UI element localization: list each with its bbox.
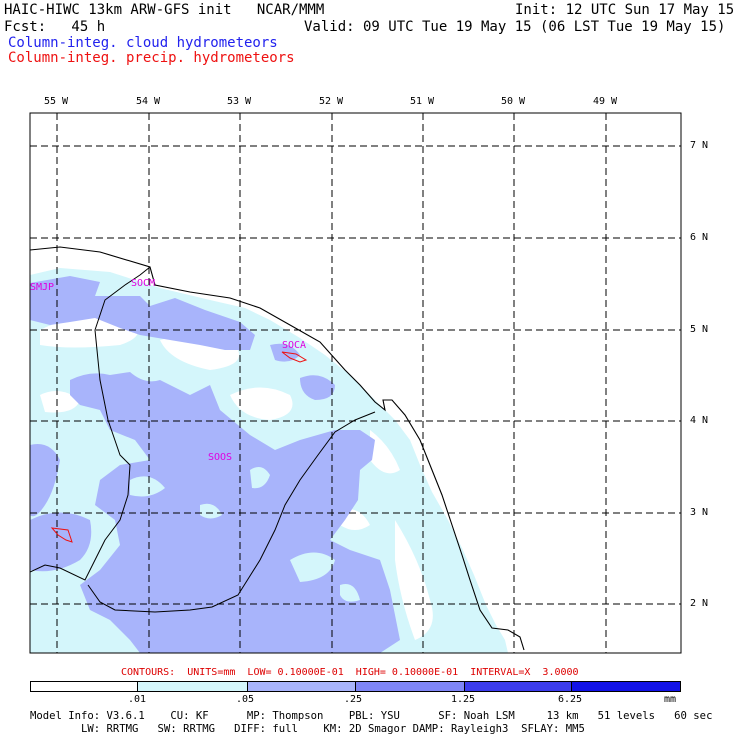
clear-patch xyxy=(290,552,335,582)
lon-label: 55 W xyxy=(44,96,69,107)
country-border xyxy=(30,266,376,613)
cloud-shading-medium xyxy=(30,276,255,350)
lat-label: 3 N xyxy=(690,507,709,518)
clear-patch xyxy=(340,584,360,602)
station-label: SOCM xyxy=(131,278,156,289)
cloud-shading-medium xyxy=(30,512,92,572)
precip-contour xyxy=(281,351,308,363)
lat-label: 7 N xyxy=(690,140,709,151)
colorbar-swatch xyxy=(247,681,356,692)
colorbar-swatch xyxy=(571,681,681,692)
colorbar-units: mm xyxy=(664,694,677,705)
colorbar-swatch xyxy=(355,681,465,692)
forecast-hour: Fcst: 45 h xyxy=(4,19,106,35)
lon-label: 51 W xyxy=(410,96,435,107)
clear-patch xyxy=(40,391,80,413)
cloud-shading-medium xyxy=(30,444,60,517)
lon-label: 54 W xyxy=(136,96,161,107)
colorbar-swatch xyxy=(137,681,248,692)
cloud-shading-medium xyxy=(300,375,335,400)
lat-lon-grid xyxy=(30,113,681,653)
clear-patch xyxy=(230,387,293,420)
init-time: Init: 12 UTC Sun 17 May 15 xyxy=(515,2,735,18)
clear-patch xyxy=(130,476,165,497)
precip-field-label: Column-integ. precip. hydrometeors xyxy=(8,50,295,66)
colorbar-tick: .25 xyxy=(344,694,363,705)
station-label: SOCA xyxy=(282,340,307,351)
coastline xyxy=(30,246,525,651)
colorbar-swatch xyxy=(30,681,138,692)
clear-patch xyxy=(200,503,222,519)
cloud-field-label: Column-integ. cloud hydrometeors xyxy=(8,35,278,51)
station-label: SMJP xyxy=(30,282,55,293)
lon-label: 49 W xyxy=(593,96,618,107)
lat-label: 6 N xyxy=(690,232,709,243)
lon-label: 52 W xyxy=(319,96,344,107)
model-physics: LW: RRTMG SW: RRTMG DIFF: full KM: 2D Sm… xyxy=(30,723,585,735)
station-label: SOOS xyxy=(208,452,233,463)
clear-patch xyxy=(370,430,400,474)
lat-label: 4 N xyxy=(690,415,709,426)
colorbar-tick: 1.25 xyxy=(451,694,476,705)
contour-info: CONTOURS: UNITS=mm LOW= 0.10000E-01 HIGH… xyxy=(121,667,579,678)
model-title: HAIC-HIWC 13km ARW-GFS init NCAR/MMM xyxy=(4,2,325,18)
lon-label: 50 W xyxy=(501,96,526,107)
valid-time: Valid: 09 UTC Tue 19 May 15 (06 LST Tue … xyxy=(304,19,726,35)
colorbar-tick: 6.25 xyxy=(558,694,583,705)
precip-contour xyxy=(50,527,73,543)
colorbar-swatch xyxy=(464,681,572,692)
lat-label: 5 N xyxy=(690,324,709,335)
model-info: Model Info: V3.6.1 CU: KF MP: Thompson P… xyxy=(30,710,713,722)
lon-label: 53 W xyxy=(227,96,252,107)
lat-label: 2 N xyxy=(690,598,709,609)
colorbar-tick: .05 xyxy=(236,694,255,705)
colorbar-tick: .01 xyxy=(128,694,147,705)
clear-patch xyxy=(250,466,270,489)
